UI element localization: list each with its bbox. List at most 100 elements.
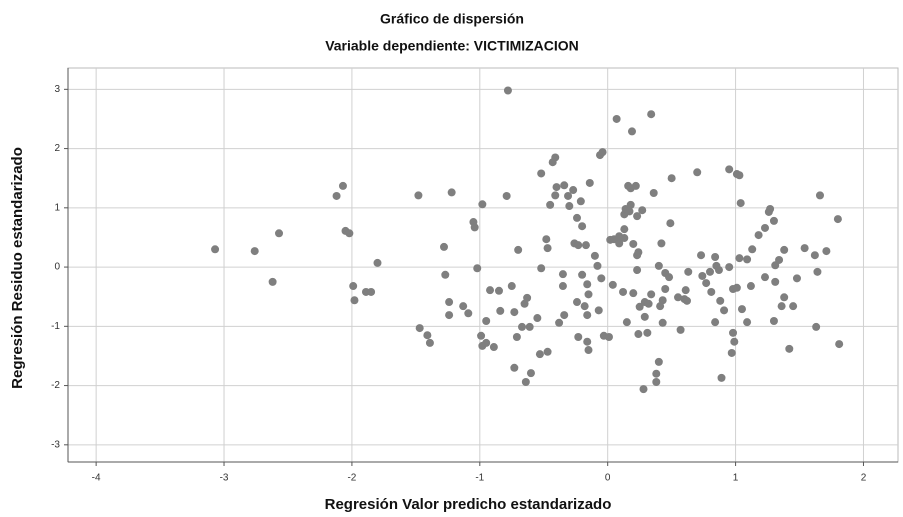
point	[512, 332, 521, 341]
point	[583, 311, 592, 320]
point	[574, 332, 583, 341]
point	[743, 255, 752, 264]
point	[349, 282, 358, 291]
x-tick-label: -3	[220, 473, 229, 484]
point	[643, 328, 652, 337]
point	[441, 270, 450, 279]
point	[732, 283, 741, 292]
point	[581, 241, 590, 250]
point	[345, 229, 354, 238]
x-tick-label: -4	[92, 473, 101, 484]
point	[760, 273, 769, 282]
y-tick-label: 3	[54, 84, 60, 95]
y-axis-label: Regresión Residuo estandarizado	[9, 147, 26, 389]
point	[717, 373, 726, 382]
x-tick-label: 2	[861, 473, 867, 484]
point	[507, 282, 516, 291]
point	[533, 314, 542, 323]
point	[569, 186, 578, 195]
y-tick-label: -1	[51, 321, 60, 332]
point	[503, 86, 512, 95]
point	[647, 110, 656, 119]
point	[635, 302, 644, 311]
point	[565, 202, 574, 211]
point	[654, 357, 663, 366]
point	[800, 244, 809, 253]
point	[584, 346, 593, 355]
point	[810, 251, 819, 260]
point	[620, 234, 629, 243]
point	[580, 302, 589, 311]
point	[681, 286, 690, 295]
point	[649, 189, 658, 198]
point	[620, 225, 629, 234]
point	[425, 338, 434, 347]
point	[537, 264, 546, 273]
point	[634, 330, 643, 339]
point	[350, 296, 359, 305]
point	[445, 298, 454, 307]
point	[754, 231, 763, 240]
point	[597, 274, 606, 283]
point	[560, 181, 569, 190]
point	[583, 337, 592, 346]
point	[729, 328, 738, 337]
point	[555, 318, 564, 327]
point	[638, 206, 647, 215]
x-tick-label: -2	[347, 473, 356, 484]
point	[730, 337, 739, 346]
point	[338, 181, 347, 190]
point	[250, 247, 259, 256]
point	[633, 212, 642, 221]
point	[552, 183, 561, 192]
point	[652, 378, 661, 387]
point	[537, 169, 546, 178]
point	[746, 282, 755, 291]
point	[558, 282, 567, 291]
point	[711, 318, 720, 327]
point	[447, 188, 456, 197]
point	[332, 191, 341, 200]
point	[707, 287, 716, 296]
point	[676, 325, 685, 334]
point	[414, 191, 423, 200]
point	[275, 229, 284, 238]
point	[665, 273, 674, 282]
point	[682, 296, 691, 305]
point	[415, 324, 424, 333]
point	[785, 344, 794, 353]
point	[514, 245, 523, 254]
point	[551, 191, 560, 200]
point	[496, 306, 505, 315]
point	[647, 290, 656, 299]
point	[622, 318, 631, 327]
point	[769, 316, 778, 325]
point	[644, 299, 653, 308]
point	[735, 171, 744, 180]
point	[572, 298, 581, 307]
point	[608, 280, 617, 289]
point	[748, 245, 757, 254]
point	[629, 289, 638, 298]
point	[769, 216, 778, 225]
point	[510, 308, 519, 317]
point	[612, 114, 621, 123]
point	[459, 302, 468, 311]
point	[702, 279, 711, 288]
point	[693, 168, 702, 177]
point	[674, 293, 683, 302]
point	[658, 318, 667, 327]
point	[494, 286, 503, 295]
point	[789, 302, 798, 311]
point	[658, 296, 667, 305]
point	[502, 191, 511, 200]
point	[211, 245, 220, 254]
point	[720, 306, 729, 315]
point	[373, 258, 382, 267]
point	[716, 296, 725, 305]
point	[666, 219, 675, 228]
y-tick-label: -3	[51, 439, 60, 450]
point	[735, 254, 744, 263]
